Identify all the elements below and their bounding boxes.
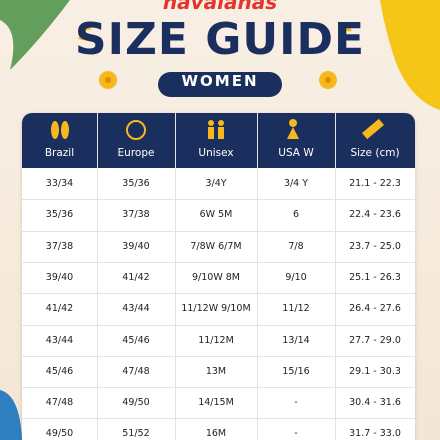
- table-cell: -: [294, 397, 298, 409]
- title: SIZE GUIDE: [74, 14, 366, 65]
- table-cell: 11/12: [282, 303, 310, 315]
- table-cell: 26.4 - 27.6: [349, 303, 401, 315]
- table-cell: 6: [292, 209, 300, 221]
- size-table: Brazil Europe Unisex USA W Size (cm) 33/34 35…: [22, 113, 415, 440]
- table-cell: 14/15M: [198, 397, 234, 409]
- row-divider: [22, 387, 415, 389]
- header-icons: [51, 118, 384, 140]
- table-cell: 49/50: [45, 428, 74, 440]
- table-header: Brazil Europe Unisex USA W Size (cm): [22, 113, 415, 168]
- table-cell: 49/50: [122, 397, 150, 409]
- column-header: Size (cm): [350, 147, 400, 159]
- row-divider: [22, 293, 415, 295]
- table-cell: 9/10: [285, 271, 307, 283]
- row-divider: [22, 230, 415, 232]
- table-cell: 13M: [205, 365, 227, 377]
- row-divider: [22, 355, 415, 357]
- table-cell: 31.7 - 33.0: [349, 428, 401, 440]
- table-cell: 43/44: [122, 303, 150, 315]
- table-cell: 39/40: [45, 271, 74, 283]
- table-cell: 21.1 - 22.3: [349, 178, 401, 189]
- table-cell: 51/52: [122, 428, 150, 440]
- table-cell: 47/48: [45, 397, 74, 409]
- table-cell: 39/40: [122, 240, 150, 252]
- row-divider: [22, 199, 415, 201]
- table-cell: 41/42: [45, 303, 74, 315]
- column-divider: [97, 113, 98, 440]
- row-divider: [22, 261, 415, 263]
- column-header: Brazil: [44, 147, 75, 159]
- table-cell: 30.4 - 31.6: [349, 397, 401, 409]
- table-cell: 3/4 Y: [283, 178, 309, 189]
- table-cell: 45/46: [122, 334, 150, 346]
- table-cell: 35/36: [45, 209, 74, 221]
- table-cell: 6W 5M: [199, 209, 233, 221]
- table-cell: 7/8W 6/7M: [190, 240, 242, 252]
- table-cell: 9/10W 8M: [192, 271, 240, 283]
- table-cell: 27.7 - 29.0: [349, 334, 401, 346]
- table-cell: 43/44: [45, 334, 74, 346]
- column-divider: [335, 113, 336, 440]
- table-cell: 37/38: [122, 209, 150, 221]
- table-cell: 25.1 - 26.3: [349, 271, 401, 283]
- table-cell: -: [294, 428, 298, 440]
- column-header: USA W: [278, 147, 314, 159]
- column-divider: [175, 113, 176, 440]
- table-cell: 23.7 - 25.0: [349, 240, 401, 252]
- table-cell: 13/14: [282, 334, 310, 346]
- table-cell: 37/38: [45, 240, 74, 252]
- table-cell: 16M: [205, 428, 227, 440]
- table-cell: 3/4Y: [205, 178, 227, 189]
- table-cell: 45/46: [45, 365, 74, 377]
- table-cell: 11/12W 9/10M: [181, 303, 251, 315]
- table-cell: 33/34: [45, 178, 74, 189]
- table-cell: 41/42: [122, 271, 150, 283]
- table-cell: 47/48: [122, 365, 150, 377]
- row-divider: [22, 418, 415, 420]
- table-cell: 11/12M: [198, 334, 234, 346]
- column-header: Europe: [117, 147, 155, 159]
- table-cell: 35/36: [122, 178, 150, 189]
- column-header: Unisex: [198, 147, 234, 159]
- table-cell: 15/16: [282, 365, 310, 377]
- row-divider: [22, 324, 415, 326]
- table-cell: 7/8: [288, 240, 304, 252]
- table-cell: 22.4 - 23.6: [349, 209, 401, 221]
- column-divider: [257, 113, 258, 440]
- table-cell: 29.1 - 30.3: [349, 365, 401, 377]
- subtitle: WOMEN: [158, 72, 282, 97]
- brand: havaianas: [162, 0, 278, 14]
